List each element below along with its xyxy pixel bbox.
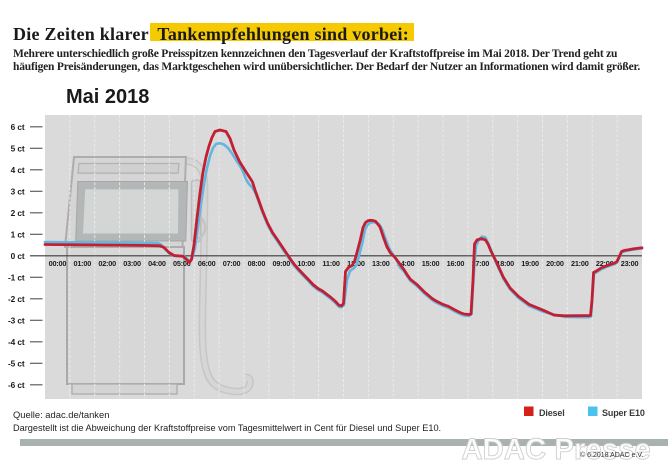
svg-text:18:00: 18:00	[496, 259, 514, 268]
svg-text:02:00: 02:00	[98, 259, 116, 268]
svg-text:05:00: 05:00	[173, 259, 191, 268]
svg-text:5 ct: 5 ct	[11, 143, 25, 153]
svg-text:20:00: 20:00	[546, 259, 564, 268]
svg-text:09:00: 09:00	[272, 259, 290, 268]
svg-text:-6 ct: -6 ct	[8, 380, 25, 390]
svg-text:08:00: 08:00	[248, 259, 266, 268]
svg-text:-5 ct: -5 ct	[8, 358, 25, 368]
svg-text:14:00: 14:00	[397, 259, 415, 268]
svg-text:1 ct: 1 ct	[11, 229, 25, 239]
svg-text:3 ct: 3 ct	[11, 186, 25, 196]
svg-text:4 ct: 4 ct	[11, 165, 25, 175]
svg-text:21:00: 21:00	[571, 259, 589, 268]
svg-text:19:00: 19:00	[521, 259, 539, 268]
svg-text:2 ct: 2 ct	[11, 208, 25, 218]
svg-text:15:00: 15:00	[422, 259, 440, 268]
svg-text:23:00: 23:00	[621, 259, 639, 268]
svg-text:10:00: 10:00	[297, 259, 315, 268]
svg-text:22:00: 22:00	[596, 259, 614, 268]
svg-text:13:00: 13:00	[372, 259, 390, 268]
svg-text:-3 ct: -3 ct	[8, 315, 25, 325]
svg-text:6 ct: 6 ct	[11, 122, 25, 132]
svg-text:00:00: 00:00	[49, 259, 67, 268]
svg-text:-4 ct: -4 ct	[8, 337, 25, 347]
svg-text:07:00: 07:00	[223, 259, 241, 268]
svg-text:-1 ct: -1 ct	[8, 272, 25, 282]
svg-text:04:00: 04:00	[148, 259, 166, 268]
svg-text:11:00: 11:00	[322, 259, 339, 268]
svg-text:03:00: 03:00	[123, 259, 141, 268]
svg-text:17:00: 17:00	[471, 259, 489, 268]
svg-text:-2 ct: -2 ct	[8, 294, 25, 304]
svg-text:16:00: 16:00	[447, 259, 465, 268]
svg-text:0 ct: 0 ct	[11, 251, 25, 261]
svg-text:ADAC Presse: ADAC Presse	[462, 434, 651, 466]
svg-text:06:00: 06:00	[198, 259, 216, 268]
svg-text:01:00: 01:00	[73, 259, 91, 268]
